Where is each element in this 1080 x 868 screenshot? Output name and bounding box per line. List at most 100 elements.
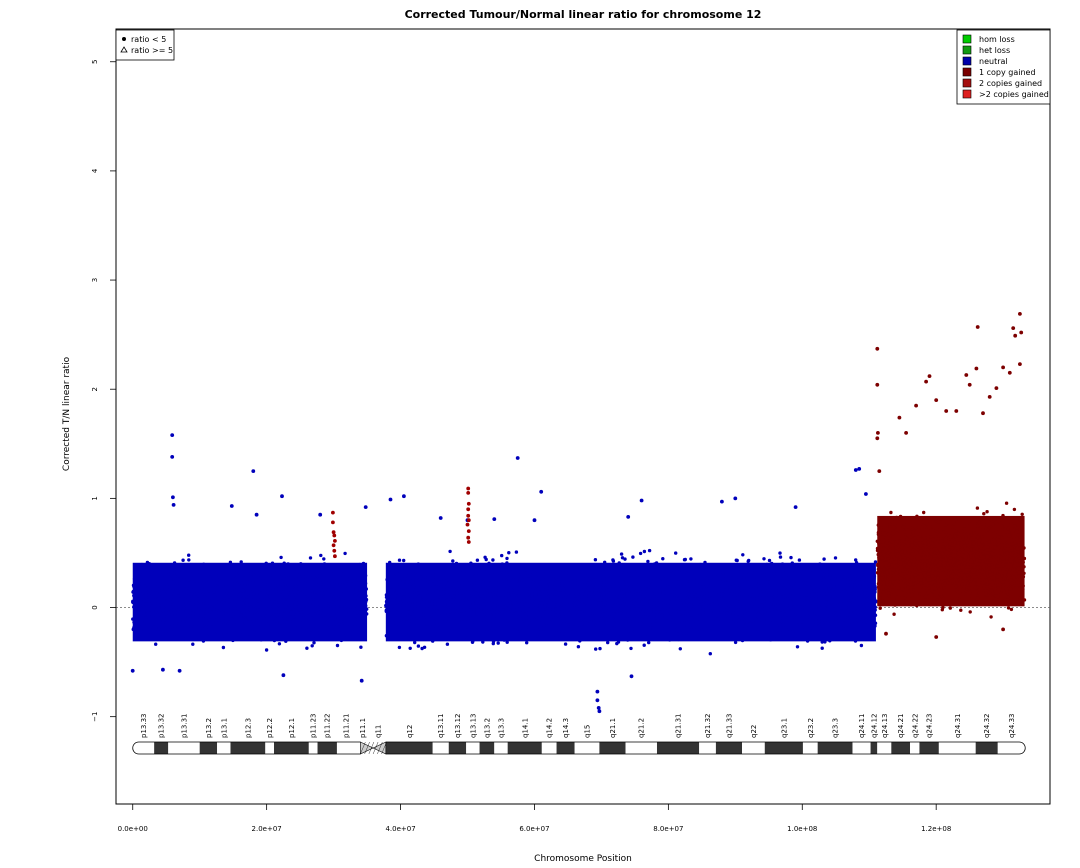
data-point [133,626,136,629]
data-point [311,576,314,579]
data-point [820,578,823,581]
data-point [316,601,319,604]
data-point [625,627,628,630]
data-point [175,563,178,566]
data-point [277,623,280,626]
data-point [261,624,264,627]
data-point [705,568,708,571]
data-point [343,552,346,555]
data-point [314,609,317,612]
data-point [290,623,293,626]
data-point [197,605,200,608]
data-point [300,587,303,590]
data-point [344,573,347,576]
data-point [145,624,148,627]
data-point [357,630,360,633]
data-point [566,620,569,623]
data-point [503,577,506,580]
data-point [324,584,327,587]
data-point [279,556,282,559]
data-point [337,616,340,619]
data-point [596,629,599,632]
data-point [224,576,227,579]
data-point [318,570,321,573]
data-point [191,569,194,572]
data-point [747,559,750,562]
data-point [169,573,172,576]
data-point [131,617,134,620]
data-point [234,607,237,610]
data-point [308,603,311,606]
data-point [223,638,226,641]
data-point [299,604,302,607]
data-point [695,575,698,578]
data-point [141,587,144,590]
data-point [187,598,190,601]
data-point [133,577,136,580]
data-point [189,585,192,588]
data-point [703,561,706,564]
data-point [160,580,163,583]
data-point [192,601,195,604]
data-point [292,615,295,618]
data-point [341,624,344,627]
data-point [350,635,353,638]
data-point [195,632,198,635]
data-point [271,586,274,589]
data-point [259,616,262,619]
data-point [525,566,528,569]
data-point [162,606,165,609]
data-point [841,626,844,629]
data-point [261,583,264,586]
data-point [594,647,597,650]
data-point [251,572,254,575]
data-point [218,601,221,604]
data-point [352,585,355,588]
data-point [195,590,198,593]
data-point [296,570,299,573]
data-point [165,611,168,614]
data-point [275,614,278,617]
data-point [692,582,695,585]
data-point [356,625,359,628]
data-point [652,606,655,609]
data-point [617,576,620,579]
data-point [577,634,580,637]
data-point [264,611,267,614]
data-point [295,598,298,601]
data-point [258,588,261,591]
data-point [263,628,266,631]
data-point [300,629,303,632]
data-point [290,593,293,596]
data-point [336,607,339,610]
data-point [201,624,204,627]
data-point [303,587,306,590]
data-point [287,633,290,636]
data-point [329,626,332,629]
data-point [627,573,630,576]
data-point [249,581,252,584]
data-point [140,630,143,633]
data-point [318,575,321,578]
data-point [531,567,534,570]
data-point [318,578,321,581]
data-point [324,581,327,584]
data-point [349,621,352,624]
data-point [769,638,772,641]
data-point [154,643,157,646]
data-point [308,616,311,619]
data-point [613,609,616,612]
data-point [315,589,318,592]
data-point [195,581,198,584]
data-point [268,582,271,585]
data-point [218,590,221,593]
data-point [178,571,181,574]
data-point [753,626,756,629]
data-point [259,602,262,605]
data-point [156,614,159,617]
data-point [185,603,188,606]
data-point [234,598,237,601]
data-point [360,623,363,626]
data-point [148,562,151,565]
data-point [545,624,548,627]
